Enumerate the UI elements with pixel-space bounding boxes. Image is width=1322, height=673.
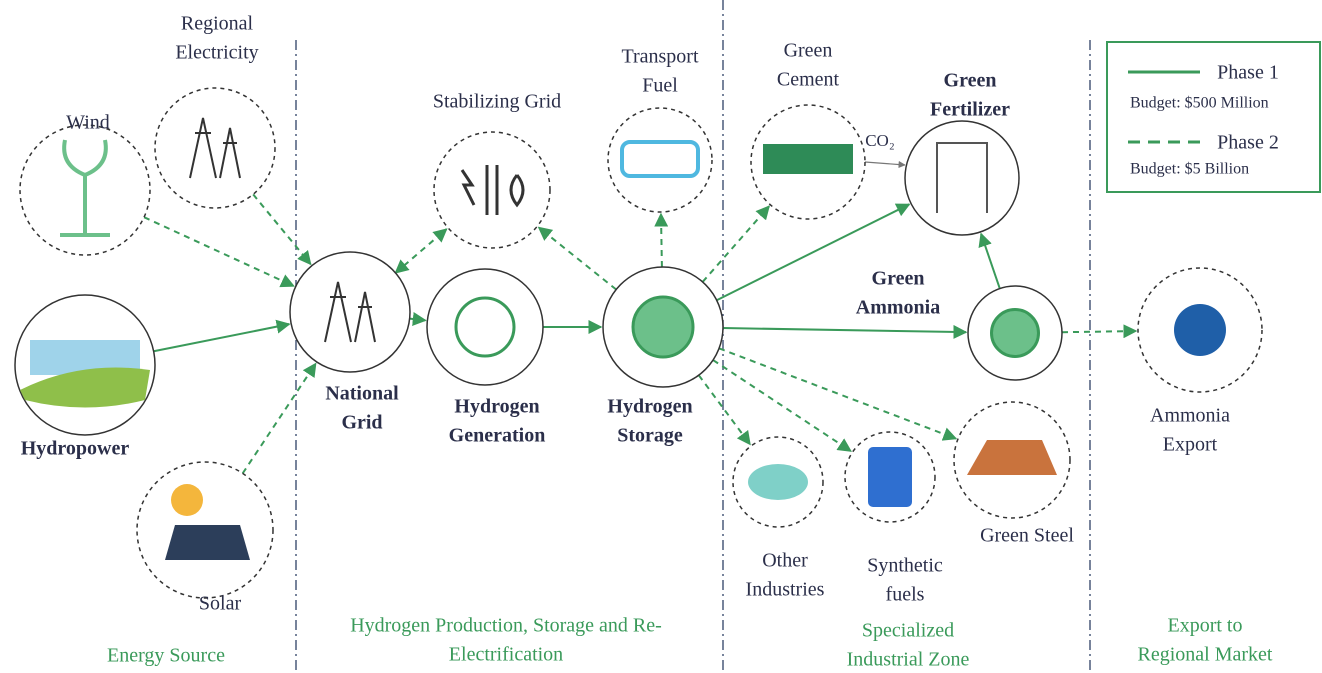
node: [751, 105, 865, 219]
phase-1-link: [410, 319, 426, 321]
node-label: Ammonia: [856, 297, 940, 319]
sun-icon: [171, 484, 203, 516]
node-label: Ammonia: [1150, 405, 1230, 427]
node: [1138, 268, 1262, 392]
node: [608, 108, 712, 212]
node-circle: [434, 132, 550, 248]
node-label: Hydrogen: [454, 396, 539, 418]
node-label: Synthetic: [867, 555, 943, 577]
truck-icon: [763, 144, 853, 174]
nodes: [15, 88, 1262, 598]
section-label: Electrification: [449, 644, 563, 666]
node: [20, 125, 150, 255]
node: [15, 295, 155, 435]
h2-icon: [633, 297, 693, 357]
node-label: Solar: [199, 593, 242, 615]
phase-2-link: [243, 364, 316, 474]
node-label: Generation: [449, 425, 546, 447]
section-label: Export to: [1168, 615, 1243, 637]
phase-2-link: [144, 217, 294, 286]
node-label: Industries: [746, 579, 825, 601]
node-label: Storage: [617, 425, 683, 447]
legend-label: Phase 1: [1217, 62, 1279, 84]
h2-icon: [992, 310, 1039, 357]
node: [434, 132, 550, 248]
node: [603, 267, 723, 387]
node-label: Transport: [621, 46, 698, 68]
node: [137, 462, 273, 598]
phase-2-link: [539, 228, 616, 290]
node-label: Fuel: [642, 75, 678, 97]
section-label: Energy Source: [107, 645, 225, 667]
node-label: Stabilizing Grid: [433, 91, 561, 113]
node-label: Green Steel: [980, 525, 1074, 547]
globe-icon: [1174, 304, 1226, 356]
section-label: Hydrogen Production, Storage and Re-: [350, 615, 662, 637]
phase-2-link: [699, 375, 750, 444]
node: [733, 437, 823, 527]
phase-1-link: [981, 234, 1000, 289]
phase-2-link: [703, 206, 769, 282]
diagram: Phase 1 Budget: $500 Million Phase 2 Bud…: [0, 0, 1322, 673]
phase-2-link: [719, 348, 956, 438]
co2-label: CO₂: [865, 131, 895, 150]
section-label: Specialized: [862, 620, 954, 642]
node-label: National: [325, 383, 399, 405]
node: [968, 286, 1062, 380]
node-label: fuels: [886, 584, 925, 606]
phase-1-link: [154, 324, 290, 351]
section-label: Regional Market: [1138, 644, 1273, 666]
phase-2-link: [253, 194, 310, 264]
node-label: Electricity: [175, 42, 258, 64]
phase-2-link: [396, 229, 447, 273]
node-circle: [290, 252, 410, 372]
node-label: Green: [784, 40, 833, 62]
fuel-icon: [868, 447, 912, 507]
node-circle: [905, 121, 1019, 235]
node: [905, 121, 1019, 235]
node: [954, 402, 1070, 518]
legend-budget: Budget: $500 Million: [1130, 95, 1269, 112]
node: [155, 88, 275, 208]
node-label: Hydrogen: [607, 396, 692, 418]
phase-1-link: [723, 328, 966, 332]
legend: Phase 1 Budget: $500 Million Phase 2 Bud…: [1107, 42, 1320, 192]
node: [427, 269, 543, 385]
node-label: Cement: [777, 69, 840, 91]
panel-icon: [165, 525, 250, 560]
section-label: Industrial Zone: [847, 649, 970, 671]
node-circle: [155, 88, 275, 208]
node-label: Green: [872, 268, 925, 290]
node-label: Regional: [181, 13, 254, 35]
legend-budget: Budget: $5 Billion: [1130, 161, 1249, 178]
node: [290, 252, 410, 372]
phase-2-link: [1062, 331, 1136, 332]
node-label: Green: [944, 70, 997, 92]
node-label: Wind: [66, 112, 110, 134]
node-label: Fertilizer: [930, 99, 1010, 121]
node-circle: [427, 269, 543, 385]
phase-2-link: [661, 214, 662, 267]
co2-link: [865, 162, 905, 165]
node-label: Export: [1163, 434, 1218, 456]
node-label: Grid: [341, 412, 382, 434]
legend-label: Phase 2: [1217, 132, 1279, 154]
industry-icon: [748, 464, 808, 500]
node-label: Hydropower: [21, 438, 130, 460]
node-label: Other: [762, 550, 808, 572]
node: [845, 432, 935, 522]
